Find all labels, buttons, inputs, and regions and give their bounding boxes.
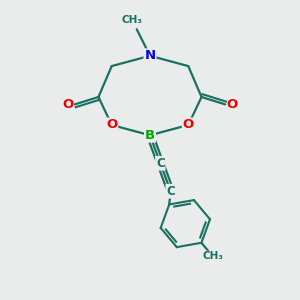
Text: C: C xyxy=(166,185,175,198)
Text: CH₃: CH₃ xyxy=(122,15,143,26)
Text: O: O xyxy=(183,118,194,131)
Text: C: C xyxy=(156,157,165,170)
Text: O: O xyxy=(106,118,117,131)
Text: CH₃: CH₃ xyxy=(202,251,223,261)
Text: B: B xyxy=(145,129,155,142)
Text: O: O xyxy=(226,98,237,111)
Text: O: O xyxy=(63,98,74,111)
Text: N: N xyxy=(144,49,156,62)
